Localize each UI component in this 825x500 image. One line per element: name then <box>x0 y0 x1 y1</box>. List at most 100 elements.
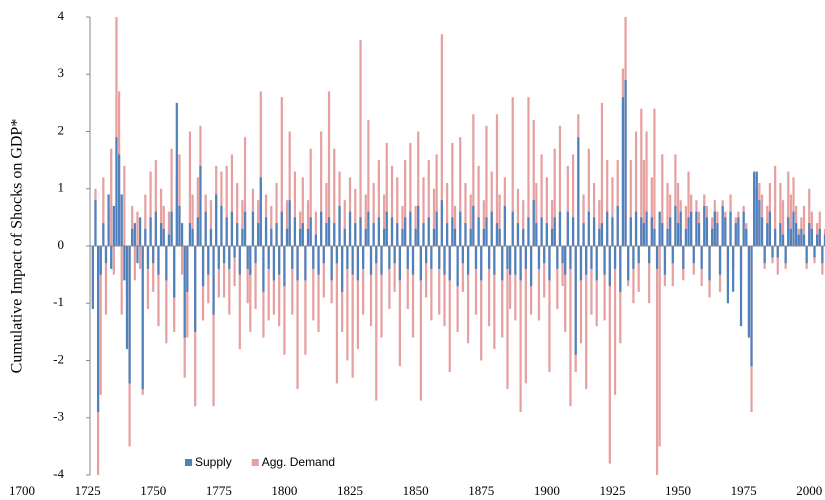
bar <box>430 246 433 269</box>
bar <box>409 142 412 246</box>
bar <box>346 246 349 269</box>
y-tick-label: 0 <box>58 237 65 252</box>
bar <box>823 234 825 246</box>
bar <box>196 217 199 246</box>
bar <box>291 246 294 315</box>
bar <box>627 246 630 281</box>
bar <box>348 211 352 246</box>
bar <box>364 228 367 246</box>
bar <box>676 183 680 246</box>
bar <box>188 131 192 246</box>
bar <box>104 246 108 264</box>
bar <box>396 177 399 246</box>
bar <box>524 246 527 384</box>
bar <box>296 246 299 390</box>
bar <box>411 246 415 338</box>
bar <box>419 246 422 281</box>
bar <box>816 234 819 246</box>
bar <box>293 217 297 246</box>
bar <box>642 223 646 246</box>
bar <box>653 228 656 246</box>
bar <box>666 183 669 246</box>
bar <box>553 148 556 246</box>
y-tick-label: -2 <box>53 351 64 366</box>
bar <box>569 246 572 407</box>
bar <box>94 200 97 246</box>
bar <box>750 246 753 367</box>
bar <box>217 246 220 298</box>
bar <box>133 223 136 246</box>
bar <box>556 246 559 309</box>
bar <box>372 183 375 246</box>
bar <box>459 211 462 246</box>
bar <box>461 246 464 264</box>
bar <box>729 211 732 246</box>
bar <box>548 246 551 372</box>
y-axis-label: Cumulative Impact of Shocks on GDP* <box>9 119 26 374</box>
bar <box>606 160 609 246</box>
legend-label: Supply <box>195 455 232 469</box>
bar <box>283 246 286 287</box>
bar <box>556 246 559 269</box>
bar <box>674 154 677 246</box>
bar <box>613 246 617 395</box>
bar <box>351 246 354 378</box>
bar <box>561 246 564 287</box>
bar <box>787 217 790 246</box>
bar <box>613 246 617 269</box>
bar <box>162 205 165 246</box>
bar <box>453 228 457 246</box>
bar <box>115 17 118 246</box>
bar <box>406 246 409 309</box>
bar <box>335 246 339 384</box>
bar <box>466 246 470 275</box>
bar <box>821 246 824 264</box>
bar <box>102 177 105 246</box>
bar <box>558 211 562 246</box>
bar <box>230 154 234 246</box>
bar <box>682 246 685 269</box>
bar <box>532 120 535 246</box>
bar <box>120 246 123 315</box>
y-tick-label: -4 <box>53 466 64 481</box>
bar <box>259 177 262 246</box>
bar <box>383 194 386 246</box>
bar <box>170 148 173 246</box>
bar <box>270 228 273 246</box>
bar <box>448 246 451 372</box>
bar <box>569 246 572 269</box>
bar <box>571 154 575 246</box>
bar <box>616 160 619 246</box>
bar <box>684 228 688 246</box>
bar <box>543 246 546 298</box>
bar <box>301 177 304 246</box>
bar <box>167 234 171 246</box>
y-tick-label: 1 <box>58 180 65 195</box>
bar <box>611 217 614 246</box>
bar <box>792 211 795 246</box>
bar <box>401 228 404 246</box>
bar <box>634 131 638 246</box>
bar <box>131 228 134 246</box>
bar <box>222 246 226 298</box>
bar <box>600 223 604 246</box>
bar <box>482 200 485 246</box>
bar <box>634 211 638 246</box>
bar <box>461 246 464 292</box>
bar <box>136 211 139 246</box>
bar <box>320 131 323 246</box>
bar <box>438 246 441 315</box>
bar <box>650 217 653 246</box>
bar <box>663 246 667 275</box>
bar <box>102 223 105 246</box>
bar <box>535 183 538 246</box>
bar <box>553 217 556 246</box>
bar <box>115 137 118 246</box>
bar <box>690 211 693 246</box>
bar <box>427 160 430 246</box>
bar <box>217 246 220 269</box>
bar <box>330 246 333 281</box>
bar <box>443 246 446 275</box>
bar <box>629 217 632 246</box>
bar <box>666 228 669 246</box>
